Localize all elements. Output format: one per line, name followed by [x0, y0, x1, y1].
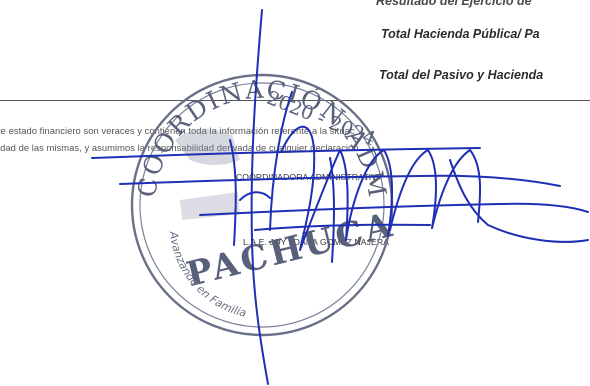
- declaration-text-line-1: te estado financiero son veraces y conti…: [0, 125, 355, 136]
- signatory-role: COORDINADORA ADMINISTRATIVA: [236, 172, 383, 182]
- stamp-emblem-shape: [175, 128, 240, 165]
- stamp-inner-ring: [139, 82, 385, 328]
- declaration-text-line-2: idad de las mismas, y asumimos la respon…: [0, 142, 359, 153]
- signatory-name: L.A.E. JOY JOANA GOMEZ NAJERA: [243, 237, 390, 247]
- label-total-pasivo-hacienda: Total del Pasivo y Hacienda: [379, 68, 544, 82]
- section-divider: [0, 100, 590, 101]
- label-resultado-ejercicio: Resultado del Ejercicio de: [376, 0, 532, 8]
- label-total-hacienda-publica: Total Hacienda Pública/ Pa: [381, 27, 540, 41]
